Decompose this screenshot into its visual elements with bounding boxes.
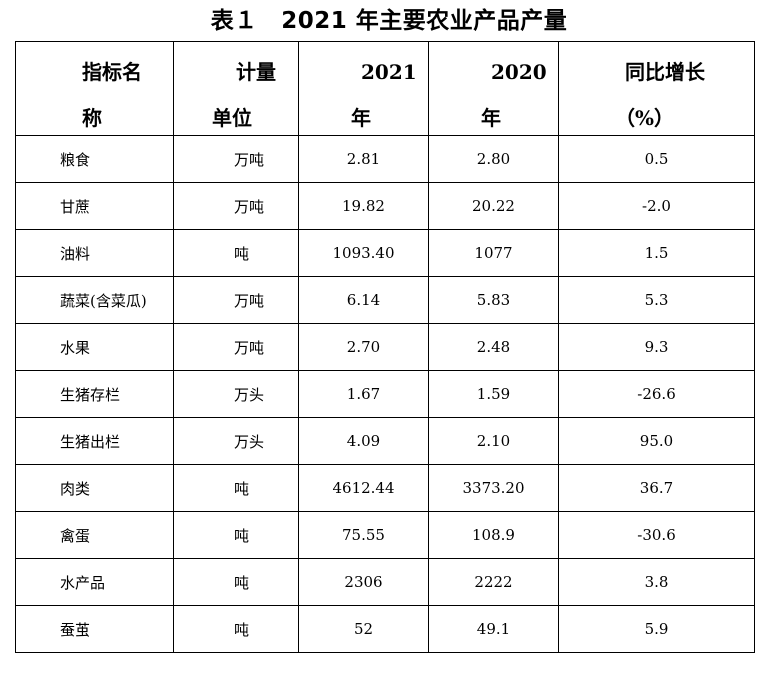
header-2020-line2: 年 [481, 106, 501, 130]
header-row: 指标名 称 计量 单位 2021 年 2020 年 同比增长 （%） [15, 41, 755, 136]
cell-2020: 5.83 [428, 276, 559, 324]
table-row: 蔬菜(含菜瓜) 万吨 6.14 5.83 5.3 [15, 276, 755, 324]
cell-2020: 2.48 [428, 323, 559, 371]
table-row: 肉类 吨 4612.44 3373.20 36.7 [15, 464, 755, 512]
cell-name: 甘蔗 [15, 182, 174, 230]
cell-growth: 9.3 [558, 323, 755, 371]
cell-name: 水果 [15, 323, 174, 371]
cell-name: 油料 [15, 229, 174, 277]
cell-unit: 吨 [173, 464, 299, 512]
cell-name: 蚕茧 [15, 605, 174, 653]
header-indicator-name-line2: 称 [82, 106, 102, 130]
cell-2020: 2.10 [428, 417, 559, 465]
header-unit: 计量 单位 [173, 41, 299, 136]
header-2021: 2021 年 [298, 41, 429, 136]
header-unit-line2: 单位 [212, 106, 252, 130]
cell-name: 粮食 [15, 135, 174, 183]
header-indicator-name: 指标名 称 [15, 41, 174, 136]
production-table: 指标名 称 计量 单位 2021 年 2020 年 同比增长 （%） 粮食 万吨… [15, 41, 755, 653]
header-2020-line1: 2020 [491, 60, 547, 84]
header-2021-line2: 年 [351, 106, 371, 130]
cell-2021: 1.67 [298, 370, 429, 418]
cell-2020: 20.22 [428, 182, 559, 230]
cell-2021: 52 [298, 605, 429, 653]
cell-name: 蔬菜(含菜瓜) [15, 276, 174, 324]
cell-2021: 75.55 [298, 511, 429, 559]
header-growth: 同比增长 （%） [558, 41, 755, 136]
cell-2021: 1093.40 [298, 229, 429, 277]
cell-unit: 吨 [173, 511, 299, 559]
table-row: 生猪出栏 万头 4.09 2.10 95.0 [15, 417, 755, 465]
cell-name: 生猪存栏 [15, 370, 174, 418]
cell-2020: 49.1 [428, 605, 559, 653]
cell-2021: 2.81 [298, 135, 429, 183]
cell-name: 生猪出栏 [15, 417, 174, 465]
table-row: 油料 吨 1093.40 1077 1.5 [15, 229, 755, 277]
cell-growth: 5.3 [558, 276, 755, 324]
cell-growth: 3.8 [558, 558, 755, 606]
cell-2020: 2222 [428, 558, 559, 606]
cell-unit: 万吨 [173, 135, 299, 183]
cell-growth: 5.9 [558, 605, 755, 653]
cell-2021: 2306 [298, 558, 429, 606]
cell-2021: 2.70 [298, 323, 429, 371]
header-growth-line2: （%） [615, 106, 675, 130]
cell-name: 肉类 [15, 464, 174, 512]
cell-2020: 2.80 [428, 135, 559, 183]
cell-2020: 1077 [428, 229, 559, 277]
table-row: 水产品 吨 2306 2222 3.8 [15, 558, 755, 606]
cell-unit: 吨 [173, 605, 299, 653]
cell-growth: -2.0 [558, 182, 755, 230]
cell-2021: 6.14 [298, 276, 429, 324]
cell-growth: 95.0 [558, 417, 755, 465]
cell-growth: 0.5 [558, 135, 755, 183]
header-unit-line1: 计量 [236, 60, 276, 84]
cell-name: 禽蛋 [15, 511, 174, 559]
cell-growth: -30.6 [558, 511, 755, 559]
cell-growth: 36.7 [558, 464, 755, 512]
header-growth-line1: 同比增长 [625, 60, 705, 84]
cell-2020: 108.9 [428, 511, 559, 559]
cell-growth: -26.6 [558, 370, 755, 418]
cell-2020: 1.59 [428, 370, 559, 418]
cell-2021: 4612.44 [298, 464, 429, 512]
cell-growth: 1.5 [558, 229, 755, 277]
table-row: 水果 万吨 2.70 2.48 9.3 [15, 323, 755, 371]
table-row: 蚕茧 吨 52 49.1 5.9 [15, 605, 755, 653]
table-row: 甘蔗 万吨 19.82 20.22 -2.0 [15, 182, 755, 230]
cell-unit: 万吨 [173, 323, 299, 371]
header-2021-line1: 2021 [361, 60, 417, 84]
cell-unit: 万头 [173, 417, 299, 465]
header-indicator-name-line1: 指标名 [82, 60, 142, 84]
cell-unit: 万吨 [173, 182, 299, 230]
cell-unit: 吨 [173, 558, 299, 606]
table-row: 禽蛋 吨 75.55 108.9 -30.6 [15, 511, 755, 559]
cell-name: 水产品 [15, 558, 174, 606]
table-title: 表１ 2021 年主要农业产品产量 [210, 8, 568, 34]
cell-2021: 19.82 [298, 182, 429, 230]
cell-unit: 吨 [173, 229, 299, 277]
cell-unit: 万吨 [173, 276, 299, 324]
table-row: 粮食 万吨 2.81 2.80 0.5 [15, 135, 755, 183]
cell-2020: 3373.20 [428, 464, 559, 512]
cell-2021: 4.09 [298, 417, 429, 465]
table-row: 生猪存栏 万头 1.67 1.59 -26.6 [15, 370, 755, 418]
cell-unit: 万头 [173, 370, 299, 418]
header-2020: 2020 年 [428, 41, 559, 136]
